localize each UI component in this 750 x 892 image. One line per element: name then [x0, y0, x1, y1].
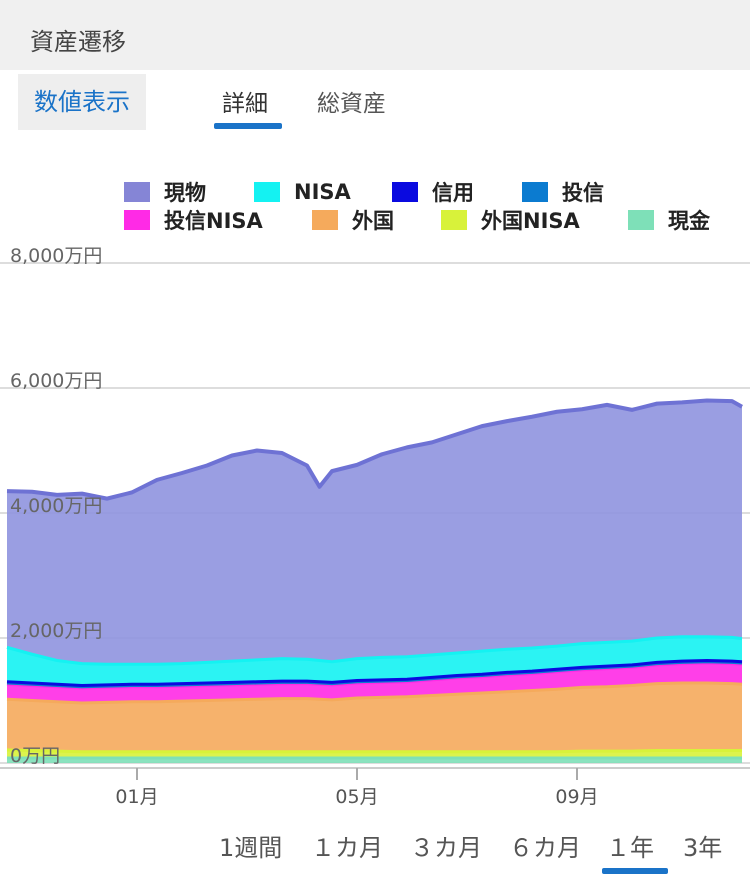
- y-tick-label: 6,000万円: [10, 370, 102, 392]
- area-series-7: [7, 400, 742, 665]
- legend-item-gaikoku-nisa: 外国NISA: [441, 206, 580, 234]
- y-tick-label: 8,000万円: [10, 245, 102, 267]
- tab-total-assets[interactable]: 総資産: [317, 91, 386, 117]
- legend-label: 外国: [352, 209, 394, 233]
- range-3year[interactable]: 3年: [683, 828, 722, 863]
- legend-swatch: [124, 210, 150, 230]
- legend-item-toushin-nisa: 投信NISA: [124, 206, 263, 234]
- legend-item-nisa: NISA: [254, 178, 351, 206]
- legend-swatch: [254, 182, 280, 202]
- legend-swatch: [392, 182, 418, 202]
- legend-swatch: [628, 210, 654, 230]
- legend-item-genbutsu: 現物: [124, 178, 206, 206]
- range-1month[interactable]: １カ月: [311, 828, 383, 863]
- x-tick-label: 05月: [335, 786, 378, 808]
- legend-label: 現金: [668, 209, 710, 233]
- y-tick-label: 4,000万円: [10, 495, 102, 517]
- range-active-indicator: [602, 868, 668, 874]
- asset-area-chart: 0万円 2,000万円 4,000万円 6,000万円 8,000万円 01月 05月 09…: [0, 245, 750, 808]
- tab-active-indicator: [214, 123, 282, 129]
- y-tick-label: 0万円: [10, 745, 60, 767]
- series-line-1: [6, 748, 742, 754]
- series-line-2: [6, 681, 743, 705]
- legend-label: 外国NISA: [481, 209, 580, 233]
- range-1week[interactable]: 1週間: [219, 828, 282, 863]
- range-1year[interactable]: １年: [606, 828, 654, 863]
- area-series-6: [7, 636, 742, 686]
- area-series-2: [7, 683, 742, 752]
- range-selector: 1週間 １カ月 ３カ月 ６カ月 １年 3年: [0, 828, 750, 868]
- legend-swatch: [522, 182, 548, 202]
- series-line-7: [6, 398, 743, 501]
- y-tick-label: 2,000万円: [10, 620, 102, 642]
- legend-label: 投信: [562, 181, 604, 205]
- legend-swatch: [441, 210, 467, 230]
- x-tick-label: 01月: [115, 786, 158, 808]
- range-6month[interactable]: ６カ月: [509, 828, 581, 863]
- series-line-5: [6, 659, 743, 687]
- legend-label: 投信NISA: [164, 209, 263, 233]
- series-line-6: [6, 635, 743, 666]
- section-header: 資産遷移: [0, 4, 750, 70]
- range-3month[interactable]: ３カ月: [410, 828, 482, 863]
- section-title: 資産遷移: [30, 28, 126, 56]
- legend-item-shinyou: 信用: [392, 178, 474, 206]
- legend-label: 信用: [432, 181, 474, 205]
- x-axis: 01月 05月 09月: [0, 767, 750, 808]
- legend-swatch: [124, 182, 150, 202]
- legend-item-toushin: 投信: [522, 178, 604, 206]
- legend-item-genkin: 現金: [628, 206, 710, 234]
- view-tabs: 数値表示 詳細 総資産: [0, 70, 750, 130]
- legend-swatch: [312, 210, 338, 230]
- y-axis: 0万円 2,000万円 4,000万円 6,000万円 8,000万円: [10, 245, 102, 767]
- top-partial-row: [0, 0, 750, 4]
- tab-detail[interactable]: 詳細: [222, 91, 268, 117]
- chart-outlines: [6, 398, 743, 760]
- numeric-display-button[interactable]: 数値表示: [18, 74, 146, 130]
- legend-label: NISA: [294, 180, 351, 204]
- legend-item-gaikoku: 外国: [312, 206, 394, 234]
- x-tick-label: 09月: [555, 786, 598, 808]
- legend-label: 現物: [164, 181, 206, 205]
- chart-areas: [7, 400, 742, 763]
